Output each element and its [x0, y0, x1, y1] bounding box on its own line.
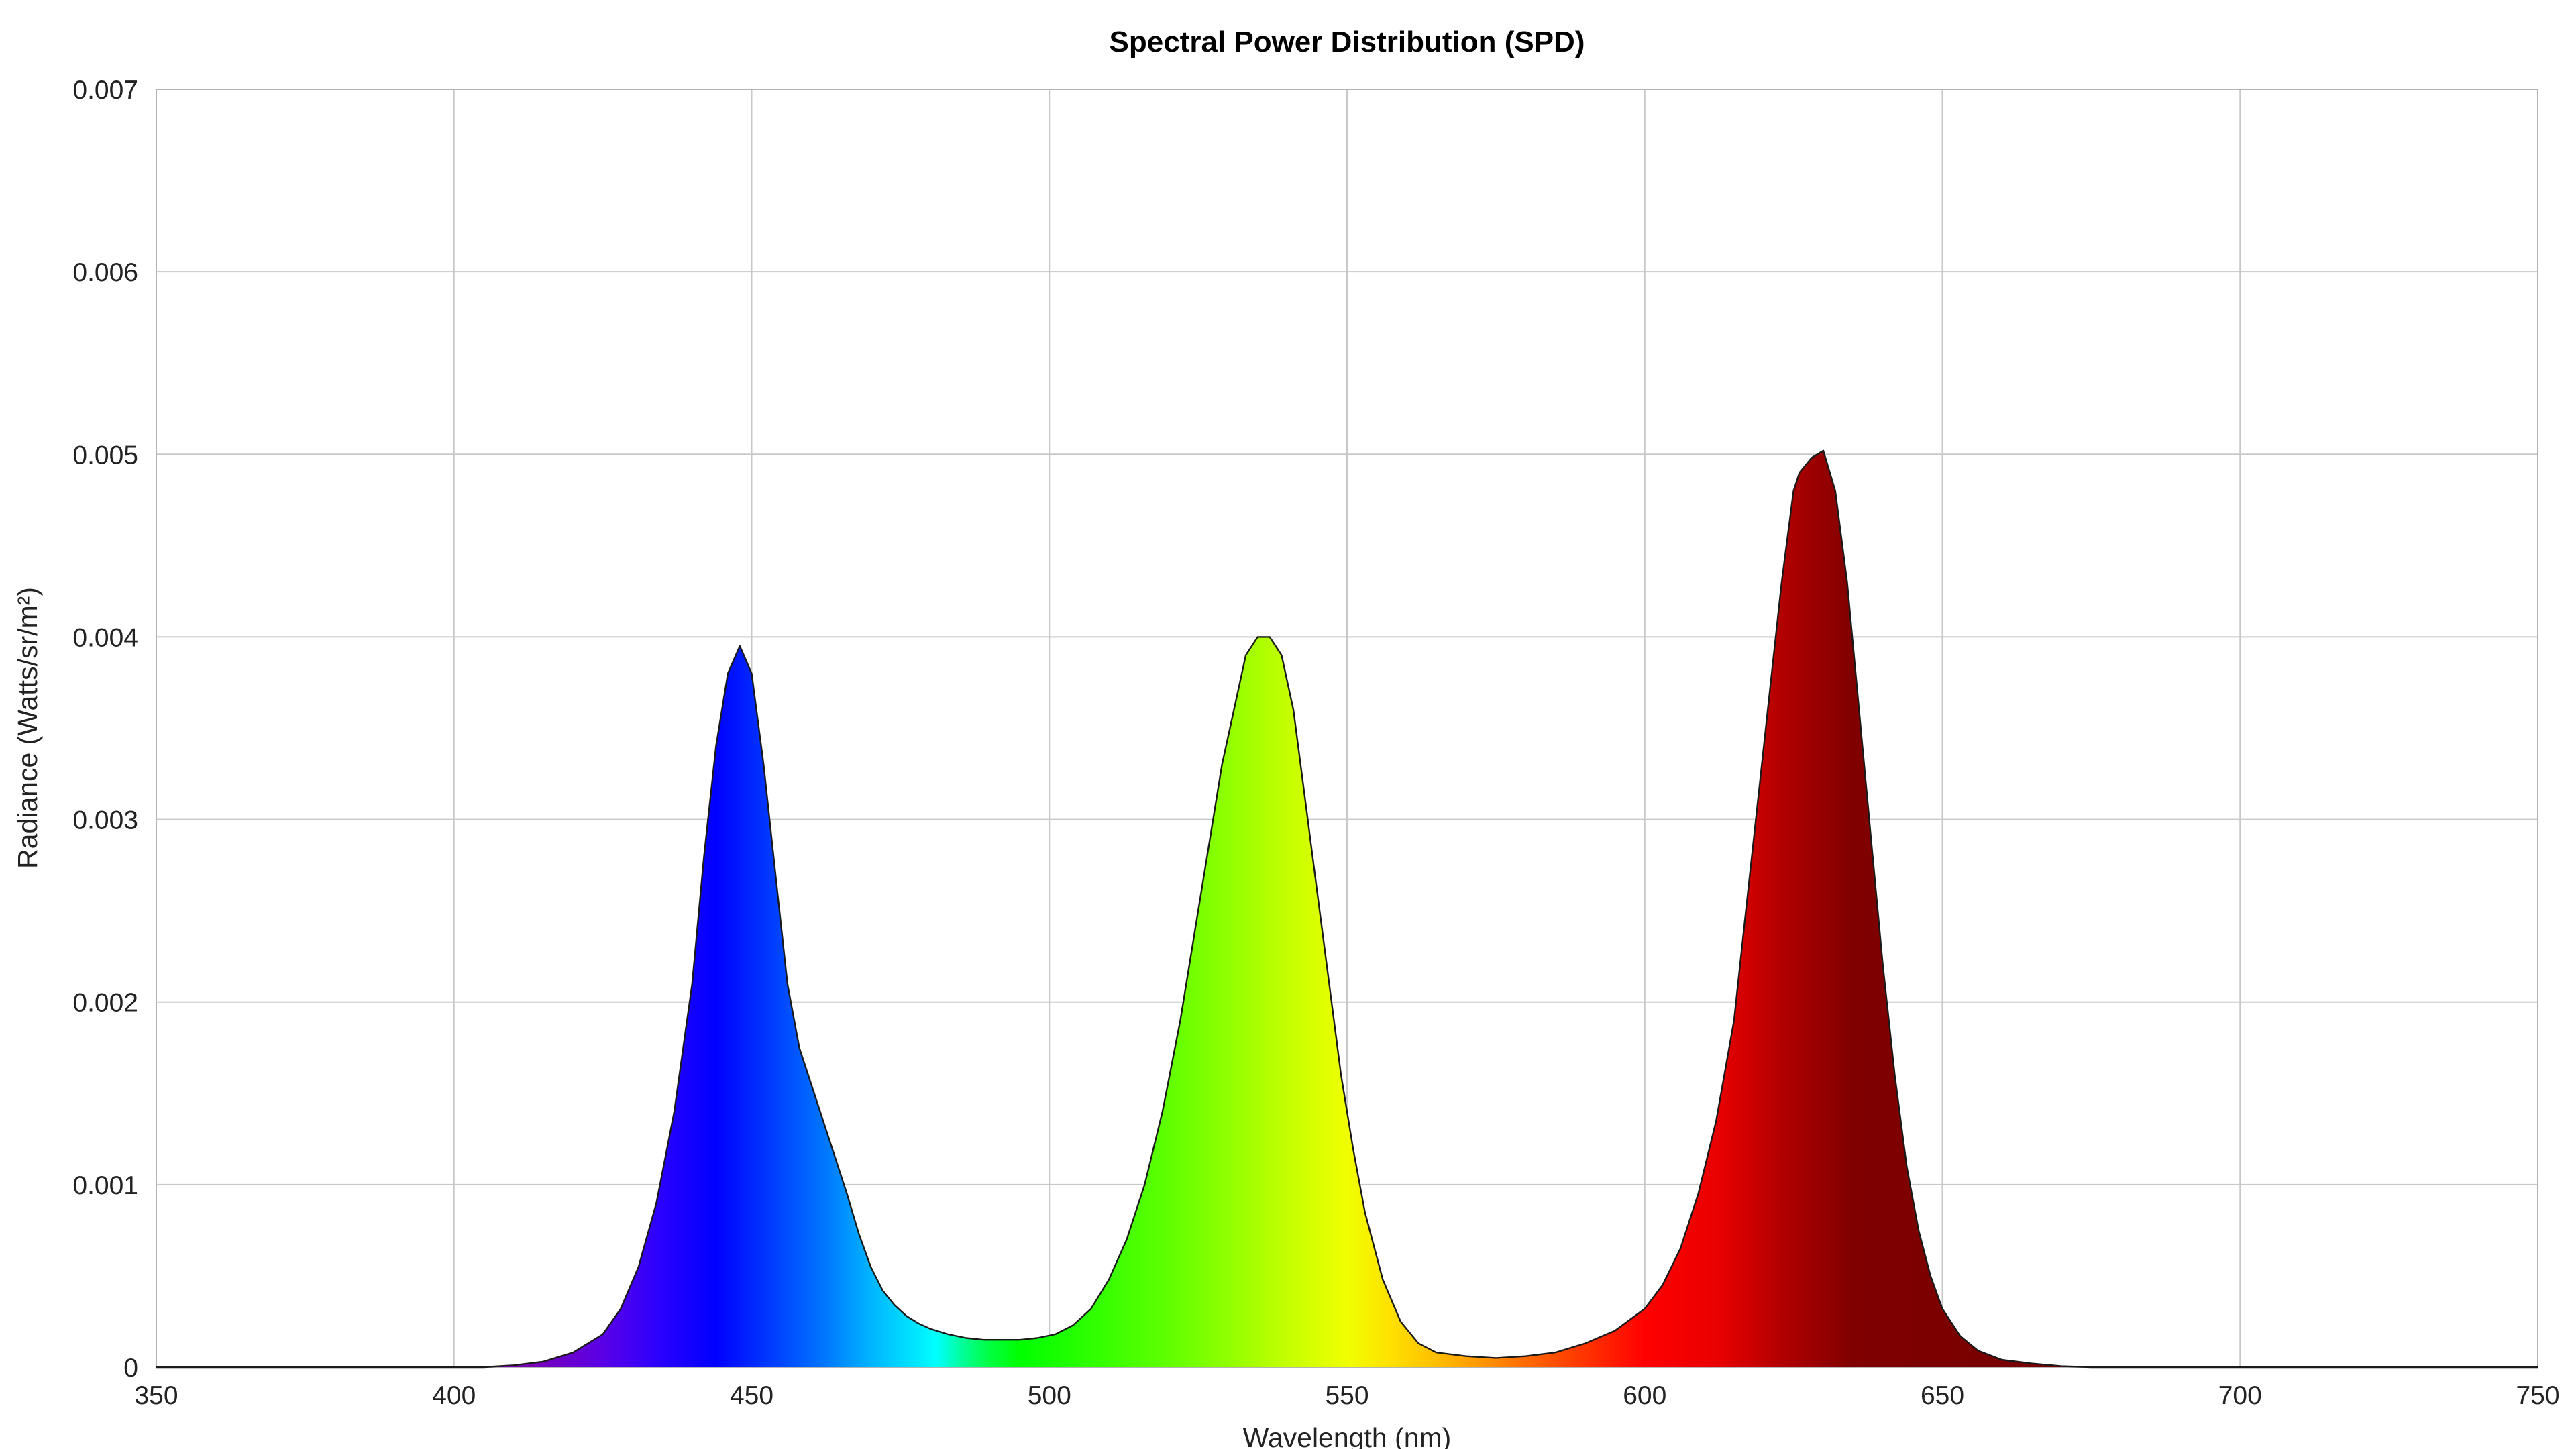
y-tick-label: 0.001: [72, 1171, 138, 1200]
x-axis-tick-labels: 350 400 450 500 550 600 650 700 750: [134, 1381, 2559, 1410]
x-tick-label: 350: [134, 1381, 178, 1410]
y-tick-label: 0.007: [72, 76, 138, 105]
x-tick-label: 550: [1325, 1381, 1368, 1410]
x-tick-label: 750: [2516, 1381, 2559, 1410]
y-tick-label: 0.006: [72, 258, 138, 287]
y-tick-label: 0.005: [72, 441, 138, 470]
x-tick-label: 650: [1921, 1381, 1964, 1410]
y-tick-label: 0.002: [72, 989, 138, 1018]
x-tick-label: 600: [1623, 1381, 1666, 1410]
x-tick-label: 400: [432, 1381, 476, 1410]
spd-series-outline: [156, 449, 2538, 1368]
x-axis-label: Wavelength (nm): [1243, 1422, 1452, 1449]
y-tick-label: 0.004: [72, 623, 138, 652]
y-tick-label: 0.003: [72, 806, 138, 835]
y-tick-label: 0: [123, 1354, 138, 1383]
x-tick-label: 500: [1028, 1381, 1071, 1410]
y-axis-label: Radiance (Watts/sr/m²): [12, 587, 43, 869]
x-tick-label: 700: [2218, 1381, 2262, 1410]
x-tick-label: 450: [730, 1381, 773, 1410]
y-axis-tick-labels: 0 0.001 0.002 0.003 0.004 0.005 0.006 0.007: [72, 76, 138, 1383]
spd-area-fill: [156, 450, 2538, 1367]
chart-title: Spectral Power Distribution (SPD): [1110, 25, 1585, 58]
